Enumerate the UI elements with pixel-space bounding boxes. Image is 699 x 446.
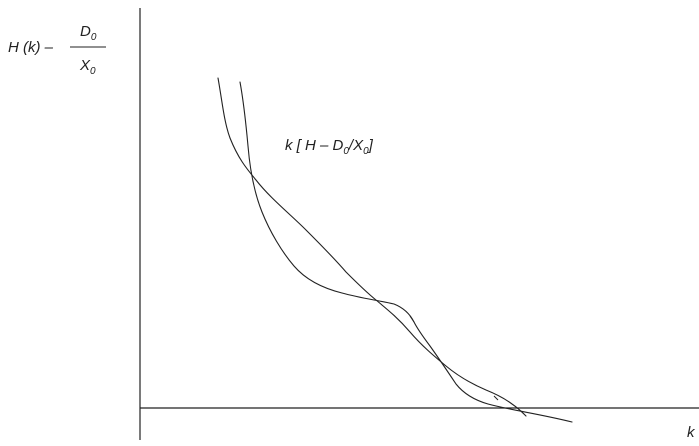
- y-label-numerator-sub: 0: [91, 32, 97, 43]
- curve-label-prefix: k [ H – D: [285, 137, 344, 154]
- curve-h-minus-ratio: [217, 77, 527, 417]
- tick-mark: [409, 315, 415, 323]
- curve-k-times-bracket: [239, 81, 573, 423]
- curve-label: k [ H – D0/X0]: [285, 137, 374, 157]
- y-label-denominator: X: [79, 57, 91, 74]
- svg-text:D0: D0: [80, 23, 97, 43]
- y-label-denominator-sub: 0: [90, 66, 96, 77]
- y-label-numerator: D: [80, 23, 91, 40]
- svg-text:X0: X0: [79, 57, 96, 77]
- tick-mark: [493, 395, 499, 401]
- curve-label-sub2: 0: [363, 146, 369, 157]
- curve-label-middle: /X: [348, 137, 364, 154]
- curve-label-suffix: ]: [367, 137, 374, 154]
- y-label-prefix: H (k) –: [8, 39, 54, 56]
- curve-label-sub1: 0: [343, 146, 349, 157]
- svg-text:H (k) –: H (k) –: [8, 39, 54, 56]
- x-axis-label: k: [687, 424, 696, 441]
- y-axis-label: H (k) – D0 X0: [8, 23, 106, 77]
